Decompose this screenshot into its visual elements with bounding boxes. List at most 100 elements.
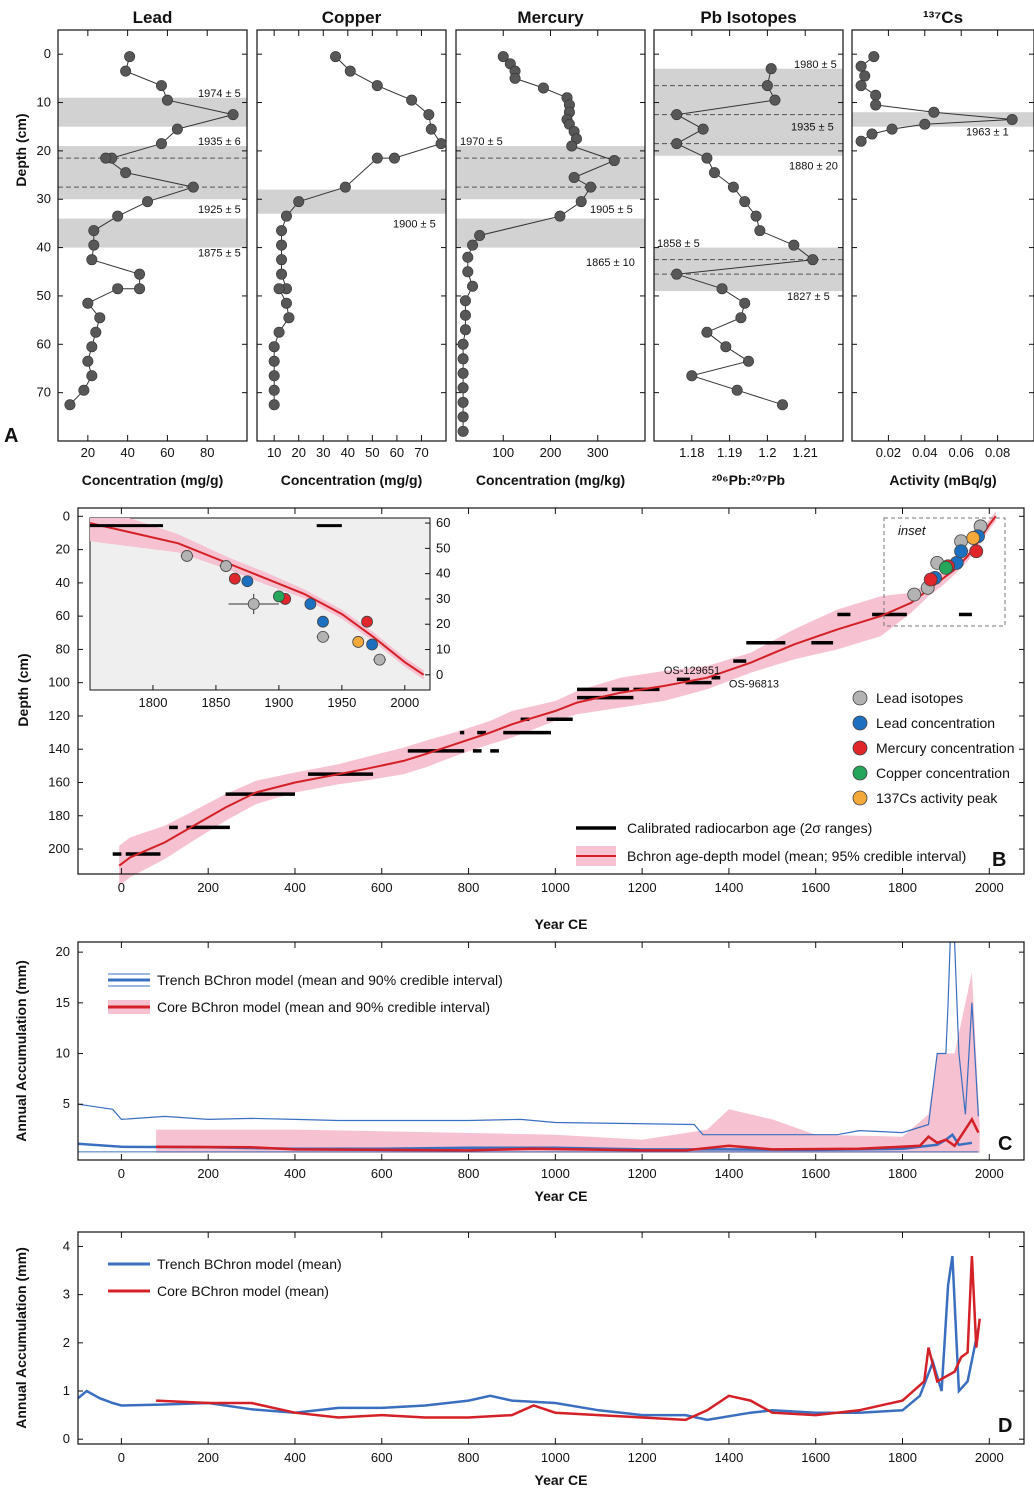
- data-point: [268, 399, 280, 411]
- data-point: [82, 297, 94, 309]
- data-point: [855, 135, 867, 147]
- x-tick-label: 600: [371, 1450, 393, 1465]
- x-tick-label: 80: [200, 445, 214, 460]
- data-point: [100, 152, 112, 164]
- panel-a: Lead 20 40 60 80 Concentration (mg/g) 0 10 20 30 4…: [4, 8, 1034, 488]
- shaded-band: [58, 97, 247, 127]
- date-annotation: 1865 ± 10: [586, 257, 635, 269]
- legend-item-cs-peak-swatch: [852, 790, 868, 806]
- marker-copper-concentration: [938, 560, 953, 575]
- legend-item-lead-concentration-swatch: [852, 715, 868, 731]
- y-tick-label: 40: [37, 240, 51, 255]
- legend-item-lead-concentration: Lead concentration: [876, 715, 995, 731]
- data-point: [788, 239, 800, 251]
- y-tick-label: 20: [56, 944, 70, 959]
- data-point: [276, 254, 288, 266]
- x-tick-label: 200: [197, 880, 219, 895]
- plot-frame: [77, 1231, 1025, 1445]
- x-tick-label: 2000: [975, 1166, 1004, 1181]
- inset-x-tick-label: 1900: [264, 695, 293, 710]
- x-tick-label: 800: [458, 1450, 480, 1465]
- data-point: [457, 382, 469, 394]
- data-point: [769, 94, 781, 106]
- data-point: [750, 210, 762, 222]
- x-tick-label: 400: [284, 880, 306, 895]
- x-axis-label: Concentration (mg/kg): [476, 472, 625, 488]
- x-tick-label: 400: [284, 1450, 306, 1465]
- date-annotation: 1905 ± 5: [590, 204, 633, 216]
- panel-letter: D: [998, 1415, 1012, 1437]
- x-tick-label: 1800: [888, 880, 917, 895]
- x-tick-label: 1000: [541, 1166, 570, 1181]
- data-point: [330, 51, 342, 63]
- y-tick-label: 120: [48, 708, 70, 723]
- data-point: [1006, 113, 1018, 125]
- data-point: [339, 181, 351, 193]
- data-point: [474, 230, 486, 242]
- x-tick-label: 600: [371, 880, 393, 895]
- panel-c: 0 200 400 600 800 1000 1200 1400 1600 1800 2000 5 10…: [13, 941, 1025, 1204]
- data-point: [866, 128, 878, 140]
- y-tick-label: 30: [37, 191, 51, 206]
- x-tick-label: 300: [587, 445, 609, 460]
- x-tick-label: 1000: [541, 880, 570, 895]
- x-tick-label: 20: [291, 445, 305, 460]
- subplot-1: Lead 20 40 60 80 Concentration (mg/g) 0 10 20 30 4…: [37, 8, 248, 488]
- data-point: [761, 80, 773, 92]
- marker-lead-isotopes: [907, 587, 922, 602]
- subplot-3: Mercury 100 200 300 Concentration (mg/kg) 197…: [455, 8, 646, 488]
- data-point: [90, 326, 102, 338]
- x-tick-label: 1400: [714, 880, 743, 895]
- data-point: [120, 65, 132, 77]
- data-point: [227, 109, 239, 121]
- subplot-4: Pb Isotopes 1.18 1.19 1.2 1.21 ²⁰⁶Pb:²⁰⁷Pb 198…: [653, 8, 844, 488]
- inset-region: [883, 517, 1006, 627]
- data-point: [134, 268, 146, 280]
- x-axis-label: Concentration (mg/g): [82, 472, 224, 488]
- data-point: [273, 326, 285, 338]
- legend-item-trench: Trench BChron model (mean): [157, 1256, 342, 1272]
- data-point: [276, 225, 288, 237]
- y-tick-label: 60: [37, 336, 51, 351]
- inset-y-tick-label: 20: [436, 616, 450, 631]
- data-point: [457, 353, 469, 365]
- plot-title: Mercury: [517, 8, 584, 27]
- data-point: [671, 138, 683, 150]
- x-tick-label: 1600: [801, 1450, 830, 1465]
- y-tick-label: 140: [48, 741, 70, 756]
- data-point: [280, 297, 292, 309]
- x-tick-label: 40: [341, 445, 355, 460]
- y-tick-label: 10: [37, 95, 51, 110]
- data-point: [928, 106, 940, 118]
- shaded-band: [257, 189, 446, 214]
- panel-content: [78, 1255, 981, 1422]
- legend-item-lead-isotopes-swatch: [852, 690, 868, 706]
- x-tick-label: 400: [284, 1166, 306, 1181]
- inset-label: inset: [898, 523, 927, 538]
- data-point: [671, 268, 683, 280]
- inset-y-tick-label: 10: [436, 642, 450, 657]
- inset-marker-lead-isotopes: [317, 630, 329, 643]
- legend-item-cs-peak: 137Cs activity peak: [876, 790, 998, 806]
- y-tick-label: 4: [63, 1238, 70, 1253]
- plot-frame: [256, 29, 447, 442]
- x-tick-label: 1400: [714, 1166, 743, 1181]
- date-annotation: 1963 ± 1: [966, 127, 1009, 139]
- data-point: [276, 268, 288, 280]
- data-point: [716, 283, 728, 295]
- date-annotation: 1900 ± 5: [393, 218, 436, 230]
- x-axis-label: ²⁰⁶Pb:²⁰⁷Pb: [712, 472, 785, 488]
- y-tick-label: 0: [63, 1431, 70, 1446]
- x-tick-label: 1200: [628, 1166, 657, 1181]
- data-point: [731, 384, 743, 396]
- data-point: [120, 167, 132, 179]
- x-tick-label: 40: [120, 445, 134, 460]
- inset-plot: 1800 1850 1900 1950 2000 0 10 20 30 40 50 60: [89, 515, 450, 710]
- x-tick-label: 1800: [888, 1450, 917, 1465]
- inset-y-tick-label: 30: [436, 591, 450, 606]
- data-point: [708, 167, 720, 179]
- x-tick-label: 0.08: [985, 445, 1010, 460]
- data-point: [739, 196, 751, 208]
- data-point: [509, 72, 521, 84]
